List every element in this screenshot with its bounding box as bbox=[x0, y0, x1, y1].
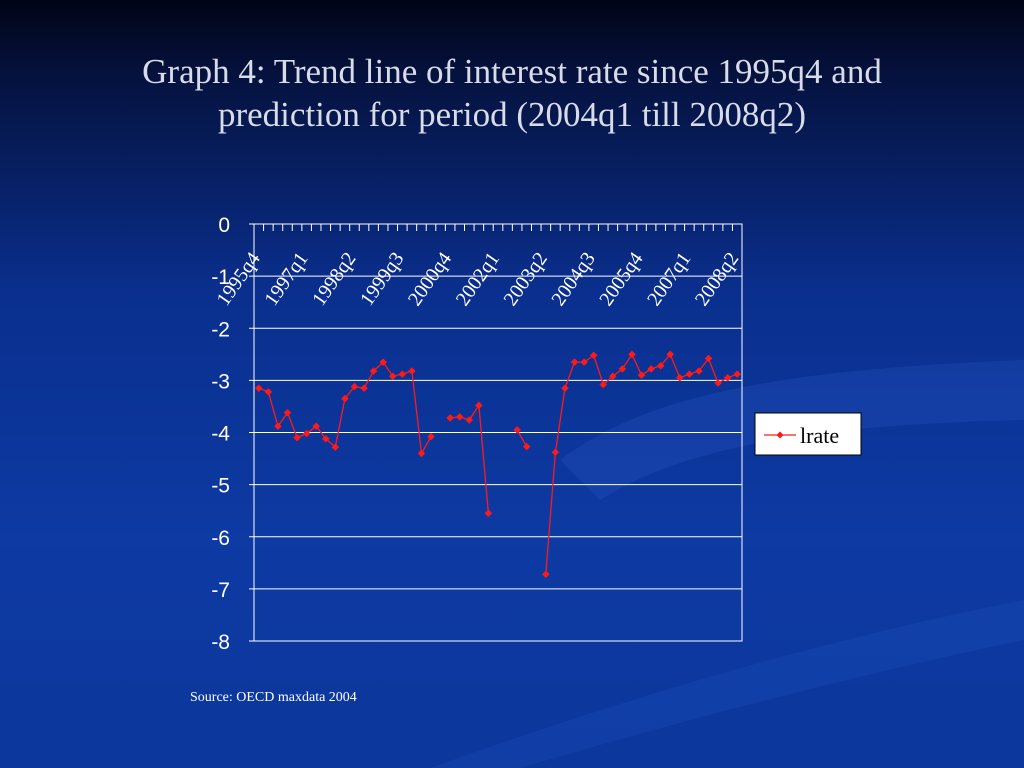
data-point bbox=[580, 358, 588, 366]
data-point bbox=[408, 367, 416, 375]
x-tick-label: 2000q4 bbox=[404, 248, 456, 310]
slide-title: Graph 4: Trend line of interest rate sin… bbox=[60, 50, 964, 136]
x-tick-label: 2005q4 bbox=[595, 248, 647, 310]
y-tick-label: -3 bbox=[211, 370, 230, 393]
data-point bbox=[379, 358, 388, 366]
x-tick-label: 2002q1 bbox=[452, 248, 504, 310]
data-point bbox=[714, 379, 722, 387]
data-point bbox=[398, 370, 407, 378]
x-tick-label: 2008q2 bbox=[691, 248, 743, 310]
data-point bbox=[608, 372, 617, 381]
data-point bbox=[293, 433, 301, 442]
x-tick-label: 1999q3 bbox=[356, 248, 408, 310]
data-point bbox=[589, 351, 598, 360]
x-tick-label: 1998q2 bbox=[308, 248, 360, 310]
y-tick-label: -1 bbox=[211, 266, 230, 289]
data-point bbox=[341, 394, 349, 403]
data-point bbox=[350, 382, 359, 391]
data-point bbox=[475, 401, 483, 410]
data-point bbox=[628, 350, 636, 359]
data-point bbox=[704, 354, 713, 363]
source-note: Source: OECD maxdata 2004 bbox=[190, 690, 357, 705]
legend-label-lrate: lrate bbox=[800, 423, 839, 448]
legend-marker bbox=[776, 431, 784, 439]
series-line-lrate bbox=[258, 352, 738, 575]
data-point bbox=[427, 432, 435, 441]
data-point bbox=[446, 414, 455, 422]
y-tick-label: -8 bbox=[211, 631, 230, 654]
data-point bbox=[675, 373, 684, 382]
data-point bbox=[312, 422, 321, 431]
data-point bbox=[302, 429, 311, 438]
data-point bbox=[685, 370, 694, 378]
data-point bbox=[360, 384, 368, 393]
y-tick-label: -5 bbox=[211, 475, 230, 498]
data-point bbox=[599, 380, 608, 389]
legend-box bbox=[754, 412, 862, 456]
data-point bbox=[455, 413, 464, 421]
data-point bbox=[321, 434, 330, 443]
y-tick-label: -6 bbox=[211, 527, 230, 550]
data-point bbox=[695, 367, 703, 375]
data-point bbox=[551, 448, 560, 457]
data-point bbox=[733, 370, 742, 378]
data-point bbox=[264, 387, 273, 396]
data-point bbox=[656, 361, 665, 370]
data-point bbox=[666, 350, 675, 359]
x-tick-label: 1997q1 bbox=[260, 248, 312, 310]
y-tick-label: -2 bbox=[211, 318, 230, 341]
data-point bbox=[484, 509, 493, 518]
data-point bbox=[369, 367, 378, 375]
data-point bbox=[723, 373, 732, 382]
x-tick-label: 2004q3 bbox=[547, 248, 599, 310]
data-point bbox=[570, 358, 579, 366]
data-point bbox=[647, 365, 655, 373]
data-point bbox=[331, 443, 340, 451]
y-tick-label: 0 bbox=[218, 214, 230, 237]
data-point bbox=[254, 384, 263, 393]
y-tick-label: -7 bbox=[211, 579, 230, 602]
x-tick-label: 2003q2 bbox=[500, 248, 552, 310]
data-point bbox=[417, 449, 426, 458]
data-point bbox=[561, 384, 569, 393]
data-point bbox=[541, 570, 550, 579]
title-line-2: prediction for period (2004q1 till 2008q… bbox=[217, 95, 807, 134]
y-tick-label: -4 bbox=[211, 423, 230, 446]
data-point bbox=[637, 371, 646, 380]
data-point bbox=[388, 372, 397, 381]
data-point bbox=[465, 416, 474, 424]
title-line-1: Graph 4: Trend line of interest rate sin… bbox=[142, 52, 882, 91]
data-point bbox=[522, 442, 531, 451]
data-point bbox=[274, 422, 282, 431]
data-point bbox=[513, 426, 521, 434]
data-point bbox=[618, 365, 627, 373]
x-tick-label: 2007q1 bbox=[643, 248, 695, 310]
data-point bbox=[283, 408, 292, 417]
